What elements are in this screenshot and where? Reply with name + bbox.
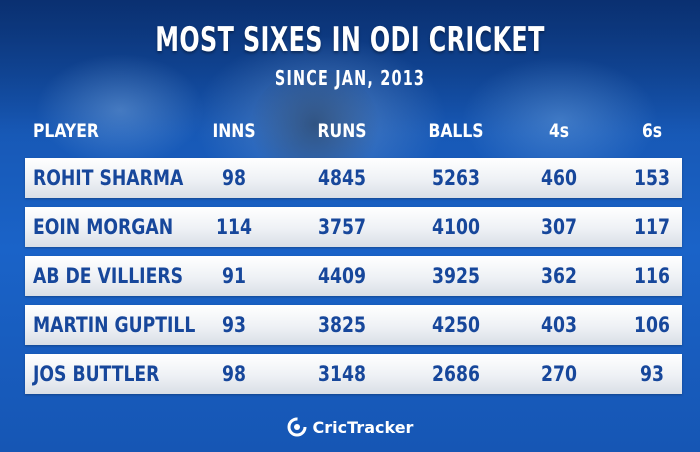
innings-value: 114 — [216, 215, 252, 239]
balls-value: 3925 — [432, 264, 480, 288]
balls-value: 4250 — [432, 313, 480, 337]
page-title: MOST SIXES IN ODI CRICKET — [155, 20, 545, 60]
fours-value: 307 — [541, 215, 577, 239]
crictracker-logo-icon — [287, 417, 307, 437]
runs-value: 4409 — [318, 264, 366, 288]
runs-value: 3148 — [318, 362, 366, 386]
column-header-balls: BALLS — [428, 120, 484, 142]
fours-value: 460 — [541, 166, 577, 190]
innings-value: 93 — [222, 313, 246, 337]
sixes-value: 116 — [634, 264, 670, 288]
balls-value: 5263 — [432, 166, 480, 190]
column-header-player: PLAYER — [33, 120, 99, 142]
table-row: MARTIN GUPTILL 93 3825 4250 403 106 — [25, 305, 682, 345]
runs-value: 3825 — [318, 313, 366, 337]
column-header-inns: INNS — [212, 120, 256, 142]
fours-value: 270 — [541, 362, 577, 386]
sixes-value: 117 — [634, 215, 670, 239]
player-name: AB DE VILLIERS — [33, 264, 184, 288]
runs-value: 3757 — [318, 215, 366, 239]
column-header-sixes: 6s — [641, 120, 663, 142]
innings-value: 91 — [222, 264, 246, 288]
fours-value: 362 — [541, 264, 577, 288]
sixes-value: 93 — [640, 362, 664, 386]
table-row: ROHIT SHARMA 98 4845 5263 460 153 — [25, 158, 682, 198]
fours-value: 403 — [541, 313, 577, 337]
player-name: JOS BUTTLER — [33, 362, 160, 386]
table-row: AB DE VILLIERS 91 4409 3925 362 116 — [25, 256, 682, 296]
table-row: JOS BUTTLER 98 3148 2686 270 93 — [25, 354, 682, 394]
innings-value: 98 — [222, 362, 246, 386]
table-row: EOIN MORGAN 114 3757 4100 307 117 — [25, 207, 682, 247]
sixes-value: 153 — [634, 166, 670, 190]
brand-footer: CricTracker — [0, 414, 700, 440]
player-name: ROHIT SHARMA — [33, 166, 184, 190]
innings-value: 98 — [222, 166, 246, 190]
player-name: EOIN MORGAN — [33, 215, 174, 239]
table-header: PLAYER INNS RUNS BALLS 4s 6s — [0, 116, 700, 146]
sixes-value: 106 — [634, 313, 670, 337]
runs-value: 4845 — [318, 166, 366, 190]
balls-value: 2686 — [432, 362, 480, 386]
brand-name: CricTracker — [312, 417, 414, 437]
page-subtitle: SINCE JAN, 2013 — [274, 66, 426, 90]
player-name: MARTIN GUPTILL — [33, 313, 196, 337]
balls-value: 4100 — [432, 215, 480, 239]
column-header-fours: 4s — [548, 120, 570, 142]
column-header-runs: RUNS — [317, 120, 367, 142]
